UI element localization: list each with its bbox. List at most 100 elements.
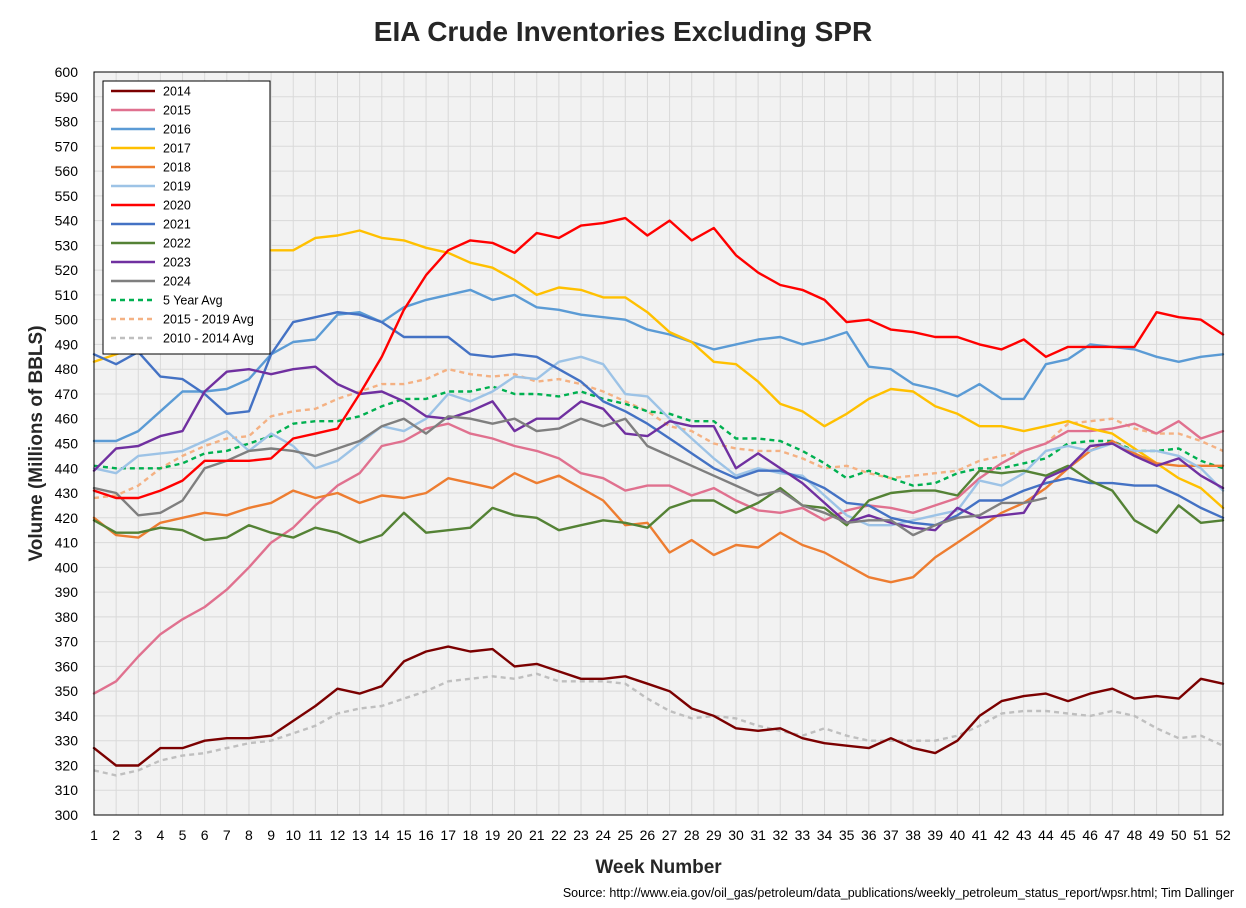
x-tick-label: 52 [1215,827,1231,843]
legend-box [102,80,271,355]
y-tick-label: 600 [55,64,79,80]
x-axis-ticks: 1 2 3 4 5 6 7 8 9 10 11 12 13 14 15 16 17 18 19 20 21 22 23 24 2… [90,827,1231,843]
x-tick-label: 39 [927,827,943,843]
x-tick-label: 30 [728,827,744,843]
x-tick-label: 31 [750,827,766,843]
series-2016 [92,288,1225,443]
legend-label: 2015 [163,104,191,118]
x-tick-label: 36 [861,827,877,843]
x-tick-label: 13 [352,827,368,843]
x-tick-label: 48 [1127,827,1143,843]
x-tick-label: 1 [90,827,98,843]
legend-label: 2018 [163,161,191,175]
x-tick-label: 2 [112,827,120,843]
chart-title: EIA Crude Inventories Excluding SPR [373,16,873,47]
y-tick-label: 490 [55,336,79,352]
x-axis-label: Week Number [595,857,722,878]
series-2019 [92,355,1225,527]
x-tick-label: 18 [463,827,479,843]
y-tick-label: 420 [55,510,79,526]
legend-label: 2015 - 2019 Avg [163,313,254,327]
series-line-2020 [92,216,1225,500]
x-tick-label: 25 [618,827,634,843]
legend-label: 2021 [163,218,191,232]
series-line-2023 [92,365,1225,532]
legend-label: 2024 [163,275,191,289]
x-tick-label: 10 [285,827,301,843]
x-tick-label: 12 [330,827,346,843]
legend-label: 2020 [163,199,191,213]
x-tick-label: 14 [374,827,390,843]
y-tick-label: 480 [55,361,79,377]
y-tick-label: 550 [55,188,79,204]
legend-label: 5 Year Avg [163,294,223,308]
series-2014 [92,645,1225,767]
y-tick-label: 570 [55,138,79,154]
x-tick-label: 7 [223,827,231,843]
y-tick-label: 500 [55,312,79,328]
x-tick-label: 50 [1171,827,1187,843]
x-tick-label: 41 [972,827,988,843]
y-tick-label: 590 [55,89,79,105]
x-tick-label: 34 [817,827,833,843]
x-tick-label: 44 [1038,827,1054,843]
legend-label: 2019 [163,180,191,194]
x-tick-label: 40 [950,827,966,843]
y-tick-label: 530 [55,237,79,253]
x-tick-label: 43 [1016,827,1032,843]
y-tick-label: 560 [55,163,79,179]
y-tick-label: 370 [55,634,79,650]
x-tick-label: 38 [905,827,921,843]
series-line-2019 [92,355,1225,527]
x-tick-label: 11 [308,827,323,843]
series-line-2016 [92,288,1225,443]
legend-label: 2017 [163,142,191,156]
legend-label: 2010 - 2014 Avg [163,332,254,346]
y-tick-label: 460 [55,411,79,427]
y-tick-label: 400 [55,559,79,575]
y-tick-label: 580 [55,114,79,130]
series-2010-2014-avg [93,672,1224,777]
series-line-2022 [92,464,1225,544]
legend: 2014 2015 2016 2017 2018 2019 2020 2021 2022 2023… [102,80,271,355]
series-2024 [92,415,1048,537]
y-axis-label: Volume (Millions of BBLS) [26,325,47,561]
y-tick-label: 430 [55,485,79,501]
x-tick-label: 3 [134,827,142,843]
x-tick-label: 35 [839,827,855,843]
x-tick-label: 37 [883,827,899,843]
series-2021 [92,311,1225,527]
y-tick-label: 380 [55,609,79,625]
x-tick-label: 8 [245,827,253,843]
legend-label: 2022 [163,237,191,251]
x-tick-label: 23 [573,827,589,843]
series-2020 [92,216,1225,500]
x-tick-label: 29 [706,827,722,843]
x-tick-label: 16 [418,827,434,843]
plot-border [93,71,1224,816]
y-tick-label: 520 [55,262,79,278]
legend-label: 2023 [163,256,191,270]
x-tick-label: 15 [396,827,412,843]
x-tick-label: 33 [795,827,811,843]
series-2022 [92,464,1225,544]
y-tick-label: 320 [55,757,79,773]
x-tick-label: 51 [1193,827,1209,843]
x-tick-label: 32 [772,827,788,843]
y-tick-label: 300 [55,807,79,823]
source-note: Source: http://www.eia.gov/oil_gas/petro… [562,886,1234,900]
series-line-2021 [92,311,1225,527]
x-tick-label: 19 [485,827,501,843]
x-tick-label: 42 [994,827,1010,843]
y-tick-label: 440 [55,460,79,476]
x-tick-label: 45 [1060,827,1076,843]
x-tick-label: 6 [201,827,209,843]
x-tick-label: 21 [529,827,545,843]
y-tick-label: 340 [55,708,79,724]
x-tick-label: 20 [507,827,523,843]
x-tick-label: 9 [267,827,275,843]
x-tick-label: 46 [1082,827,1098,843]
y-tick-label: 450 [55,436,79,452]
series-lines [92,216,1225,777]
